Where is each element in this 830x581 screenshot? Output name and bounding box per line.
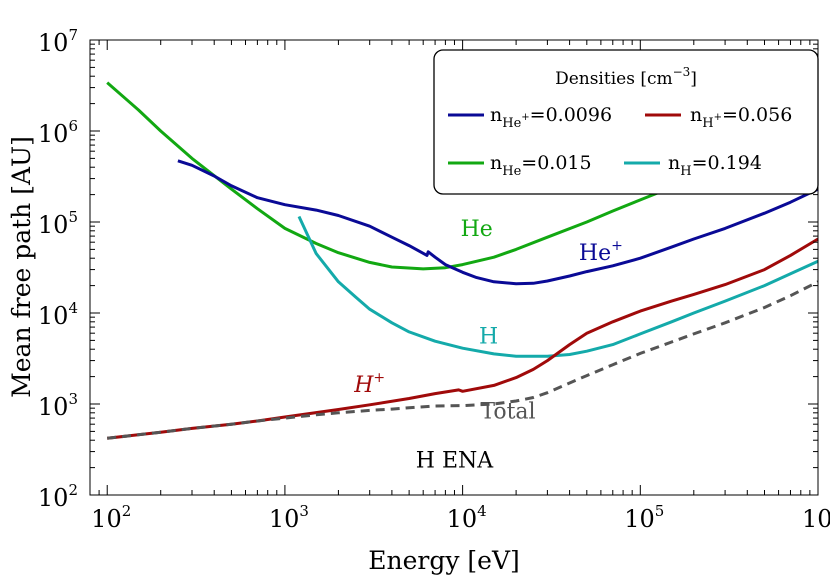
legend-label-h: nH=0.194 (668, 152, 762, 179)
y-tick-label: 102 (38, 481, 78, 512)
x-axis-label: Energy [eV] (368, 546, 520, 575)
x-tick-label: 106 (802, 502, 830, 533)
legend-label-he: nHe=0.015 (490, 152, 592, 179)
annotation-h-ena: H ENA (416, 449, 494, 474)
series-label-h: H (479, 325, 498, 350)
series-labels: He He+ H H+ Total (353, 217, 623, 425)
x-tick-label: 105 (624, 502, 664, 533)
x-axis: 102 103 104 105 106 (89, 40, 830, 533)
legend-label-he-plus: nHe+=0.0096 (490, 104, 612, 131)
y-tick-label: 104 (38, 299, 78, 330)
series-line-he-plus (177, 159, 819, 286)
y-tick-label: 106 (38, 117, 78, 148)
legend-label-h-plus: nH+=0.056 (690, 104, 792, 131)
legend-box (433, 49, 819, 195)
series-line-h-plus (107, 237, 819, 440)
y-tick-label: 105 (38, 208, 78, 239)
series-label-he: He (461, 217, 493, 242)
x-tick-label: 104 (447, 502, 487, 533)
series-curves (106, 81, 819, 440)
legend: Densities [cm−3] nHe+=0.0096 nH+=0.056 n… (433, 49, 819, 195)
series-line-h (297, 215, 819, 358)
x-tick-label: 103 (269, 502, 309, 533)
legend-title: Densities [cm−3] (555, 65, 697, 89)
y-axis: 102 103 104 105 106 107 (38, 26, 818, 512)
y-axis-label: Mean free path [AU] (7, 136, 36, 398)
series-label-he-plus: He+ (579, 238, 623, 266)
x-tick-label: 102 (91, 502, 131, 533)
y-tick-label: 107 (38, 26, 78, 57)
series-label-h-plus: H+ (353, 370, 385, 398)
series-line-total (107, 280, 819, 440)
y-tick-label: 103 (38, 390, 78, 421)
series-label-total: Total (480, 400, 535, 425)
